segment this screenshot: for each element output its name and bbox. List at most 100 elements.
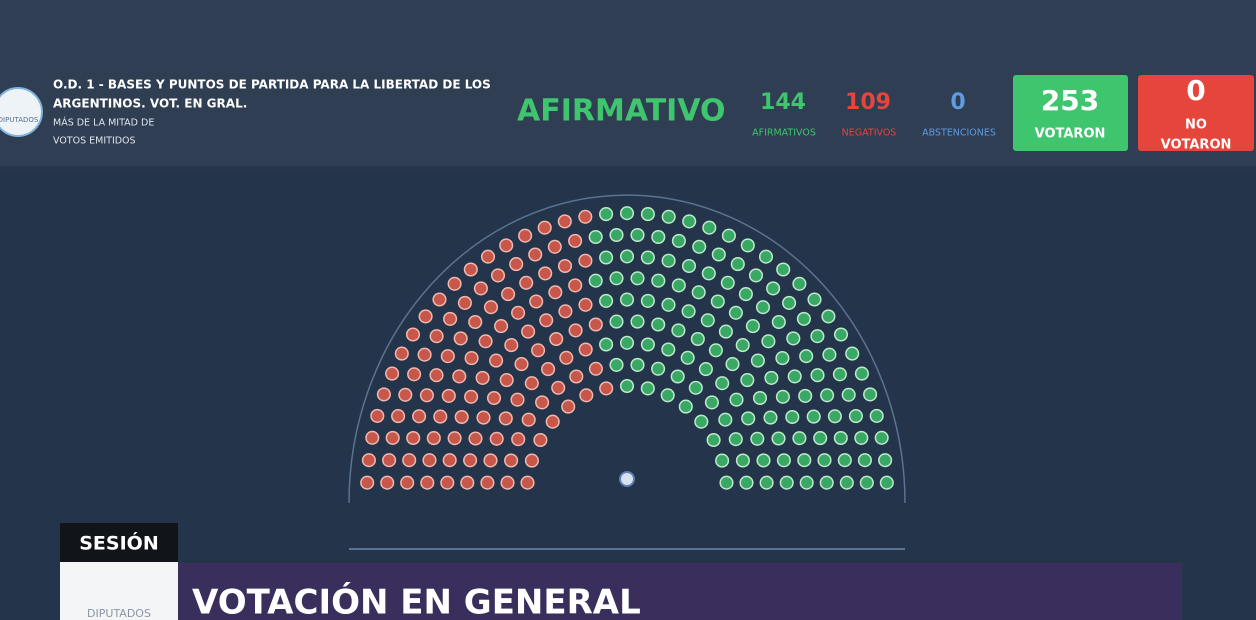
seat	[690, 331, 705, 347]
seat	[419, 388, 434, 403]
seat	[432, 292, 447, 307]
seat	[755, 300, 771, 315]
seat	[538, 266, 553, 281]
seat	[511, 305, 526, 320]
seat	[698, 362, 713, 377]
seat	[721, 228, 736, 243]
seat	[447, 276, 462, 291]
seat	[464, 351, 479, 366]
seat	[494, 319, 509, 334]
seat	[405, 327, 421, 342]
seat	[661, 342, 676, 357]
seat	[661, 297, 676, 312]
seat	[810, 368, 825, 383]
seat	[370, 408, 385, 423]
seat	[671, 323, 686, 338]
seat	[848, 409, 863, 424]
seat	[429, 329, 444, 344]
voted-value: 253	[1041, 84, 1099, 117]
seat	[619, 206, 635, 221]
seat	[548, 285, 563, 300]
seat	[531, 343, 546, 358]
banner-text: VOTACIÓN EN GENERAL	[192, 582, 641, 620]
seat	[509, 257, 524, 272]
seat	[661, 209, 676, 224]
seat	[798, 388, 813, 403]
seat	[454, 409, 469, 425]
seat	[478, 334, 493, 349]
seat	[578, 209, 593, 224]
seat	[692, 239, 707, 254]
seat	[711, 247, 726, 262]
seat	[501, 287, 516, 302]
seat	[878, 453, 893, 468]
seat	[651, 361, 666, 376]
seat	[551, 380, 566, 395]
seat	[775, 389, 790, 404]
seat	[741, 411, 756, 426]
seat	[489, 353, 504, 368]
seat	[557, 258, 573, 274]
seat	[468, 314, 483, 330]
seat	[682, 214, 697, 229]
seat	[771, 314, 786, 330]
seat	[782, 295, 797, 310]
seat	[499, 238, 514, 253]
seat	[441, 388, 456, 403]
seat	[417, 347, 432, 362]
session-label: SESIÓN	[79, 531, 158, 555]
seat	[797, 453, 812, 468]
seat	[750, 431, 765, 446]
seat	[442, 453, 457, 468]
not-voted-label: VOTARON	[1161, 138, 1232, 153]
seat	[559, 350, 574, 365]
seat	[429, 368, 444, 383]
seat	[619, 249, 635, 264]
seat	[640, 250, 655, 265]
seat	[520, 475, 535, 490]
seat	[557, 214, 572, 229]
seat	[874, 430, 889, 445]
seat	[719, 475, 734, 490]
seat	[681, 304, 696, 319]
count-label: NEGATIVOS	[842, 128, 897, 139]
seat	[704, 395, 719, 410]
seat	[708, 343, 723, 358]
seat	[619, 292, 635, 307]
seat	[796, 311, 811, 326]
seat	[599, 381, 614, 396]
seat	[406, 430, 421, 446]
seat	[819, 475, 834, 490]
seat	[756, 453, 771, 468]
seat	[504, 453, 519, 468]
logo	[0, 87, 43, 137]
seat	[715, 376, 730, 391]
seat	[619, 335, 635, 350]
seat	[758, 249, 774, 264]
seat	[463, 262, 478, 277]
seat	[568, 233, 583, 248]
seat	[785, 409, 800, 425]
seat	[418, 309, 433, 324]
title-line: O.D. 1 - BASES Y PUNTOS DE PARTIDA PARA …	[53, 78, 491, 92]
seat	[412, 409, 427, 424]
seat	[775, 351, 790, 366]
seat	[718, 412, 733, 427]
seat	[440, 349, 455, 364]
seat	[735, 338, 750, 353]
voted-box	[1013, 75, 1128, 151]
seat	[792, 431, 807, 446]
seat	[806, 409, 821, 424]
seat	[360, 475, 375, 490]
seat	[609, 357, 624, 372]
seat	[489, 431, 504, 446]
seat	[640, 207, 655, 222]
seat	[529, 294, 544, 309]
seat	[869, 408, 884, 423]
seat	[498, 411, 513, 426]
seat	[771, 431, 786, 446]
voted-label: VOTARON	[1035, 127, 1106, 142]
president-seat	[619, 471, 635, 487]
seat	[483, 453, 498, 468]
